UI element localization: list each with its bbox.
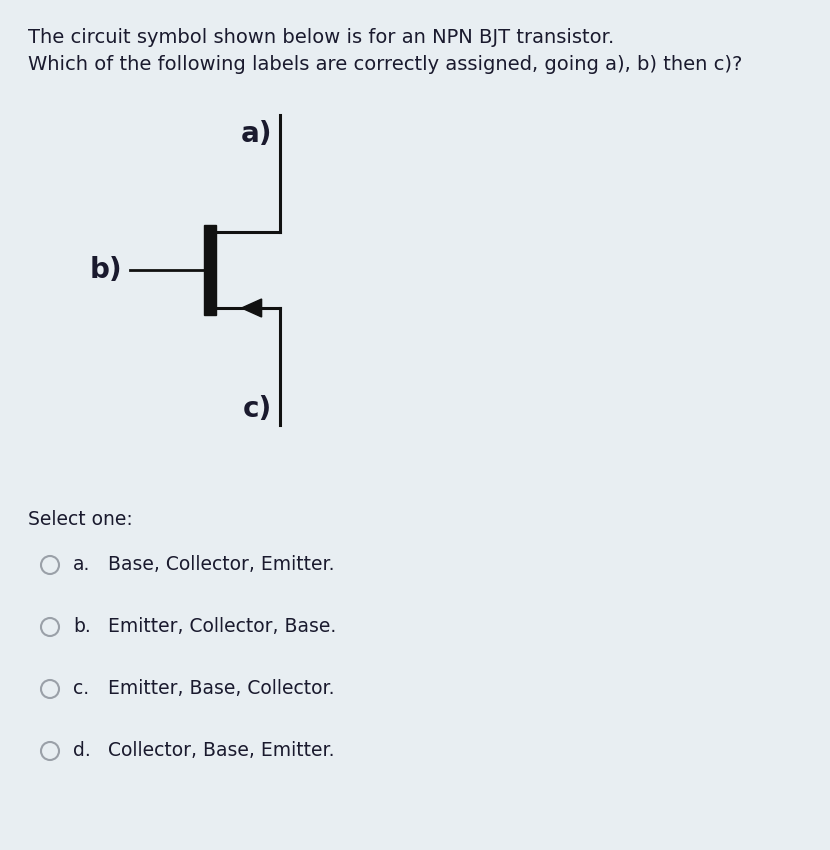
- Text: The circuit symbol shown below is for an NPN BJT transistor.: The circuit symbol shown below is for an…: [28, 28, 614, 47]
- Text: Base, Collector, Emitter.: Base, Collector, Emitter.: [108, 556, 334, 575]
- Text: d.: d.: [73, 741, 90, 761]
- Text: Emitter, Collector, Base.: Emitter, Collector, Base.: [108, 617, 336, 637]
- Text: a.: a.: [73, 556, 90, 575]
- Text: c): c): [242, 395, 272, 423]
- Text: c.: c.: [73, 679, 89, 699]
- Text: Collector, Base, Emitter.: Collector, Base, Emitter.: [108, 741, 334, 761]
- Bar: [204, 225, 216, 315]
- Text: Select one:: Select one:: [28, 510, 133, 529]
- Text: Which of the following labels are correctly assigned, going a), b) then c)?: Which of the following labels are correc…: [28, 55, 742, 74]
- Text: Emitter, Base, Collector.: Emitter, Base, Collector.: [108, 679, 334, 699]
- Polygon shape: [242, 299, 261, 317]
- Text: b): b): [90, 256, 122, 284]
- Text: b.: b.: [73, 617, 90, 637]
- Text: a): a): [241, 120, 272, 148]
